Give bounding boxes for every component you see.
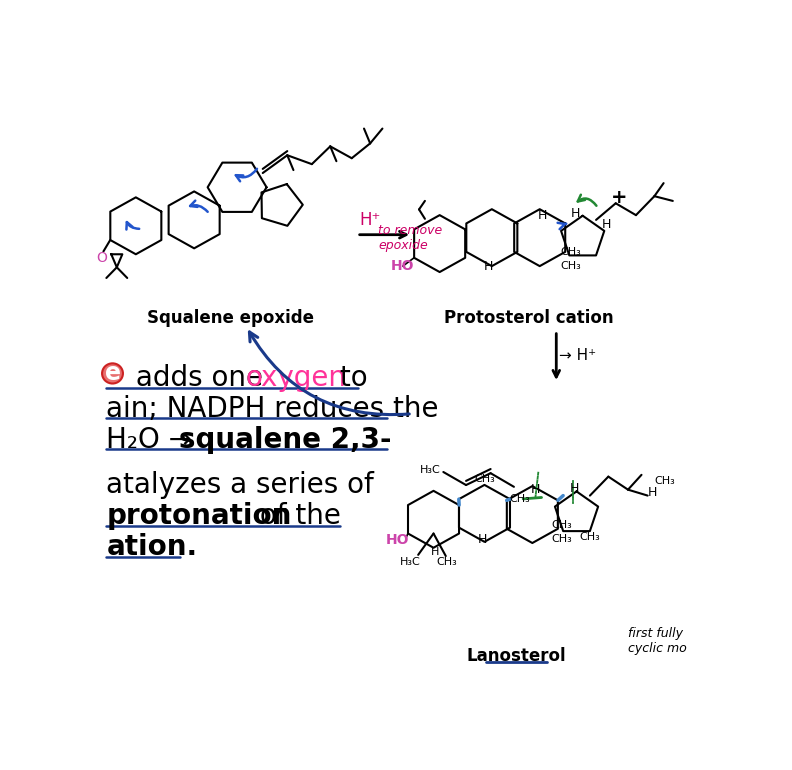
Text: H: H bbox=[569, 482, 579, 495]
FancyArrowPatch shape bbox=[249, 332, 409, 414]
Text: ation.: ation. bbox=[106, 533, 197, 561]
Text: H: H bbox=[538, 209, 547, 222]
Text: HO: HO bbox=[386, 533, 409, 547]
Text: +: + bbox=[611, 188, 628, 207]
Text: → H⁺: → H⁺ bbox=[559, 347, 596, 363]
Text: H: H bbox=[531, 483, 540, 496]
Text: CH₃: CH₃ bbox=[436, 557, 458, 567]
Text: CH₃: CH₃ bbox=[474, 474, 495, 484]
Text: ain; NADPH reduces the: ain; NADPH reduces the bbox=[106, 395, 439, 423]
Text: atalyzes a series of: atalyzes a series of bbox=[106, 471, 374, 499]
Text: protonation: protonation bbox=[106, 502, 291, 530]
Text: H⁺: H⁺ bbox=[360, 211, 381, 229]
Text: Squalene epoxide: Squalene epoxide bbox=[147, 309, 314, 326]
Text: H: H bbox=[431, 547, 439, 557]
Text: H₃C: H₃C bbox=[400, 557, 421, 567]
Text: CH₃: CH₃ bbox=[510, 494, 531, 504]
Text: to: to bbox=[331, 364, 367, 392]
Text: e: e bbox=[105, 361, 120, 386]
Text: O: O bbox=[96, 252, 107, 266]
Text: H: H bbox=[570, 207, 580, 220]
Text: CH₃: CH₃ bbox=[580, 532, 600, 542]
Text: CH₃: CH₃ bbox=[654, 476, 676, 486]
Text: CH₃: CH₃ bbox=[551, 521, 572, 531]
Text: H₃C: H₃C bbox=[420, 464, 440, 474]
Text: H: H bbox=[601, 218, 611, 231]
Text: CH₃: CH₃ bbox=[560, 247, 581, 257]
Text: H: H bbox=[648, 486, 657, 499]
Text: adds one: adds one bbox=[128, 364, 272, 392]
Text: of the: of the bbox=[251, 502, 341, 530]
Text: first fully
cyclic mo: first fully cyclic mo bbox=[628, 628, 687, 655]
Text: Protosterol cation: Protosterol cation bbox=[444, 309, 614, 326]
Text: Lanosterol: Lanosterol bbox=[466, 647, 566, 665]
Text: H: H bbox=[484, 259, 493, 273]
Text: squalene 2,3-: squalene 2,3- bbox=[179, 426, 391, 454]
Text: oxygen: oxygen bbox=[245, 364, 346, 392]
Text: CH₃: CH₃ bbox=[551, 534, 572, 544]
Text: to remove
epoxide: to remove epoxide bbox=[379, 224, 443, 252]
Circle shape bbox=[102, 363, 123, 383]
Text: H: H bbox=[478, 533, 487, 546]
Text: HO: HO bbox=[391, 259, 414, 273]
Text: CH₃: CH₃ bbox=[560, 261, 581, 271]
Text: H₂O →: H₂O → bbox=[106, 426, 201, 454]
